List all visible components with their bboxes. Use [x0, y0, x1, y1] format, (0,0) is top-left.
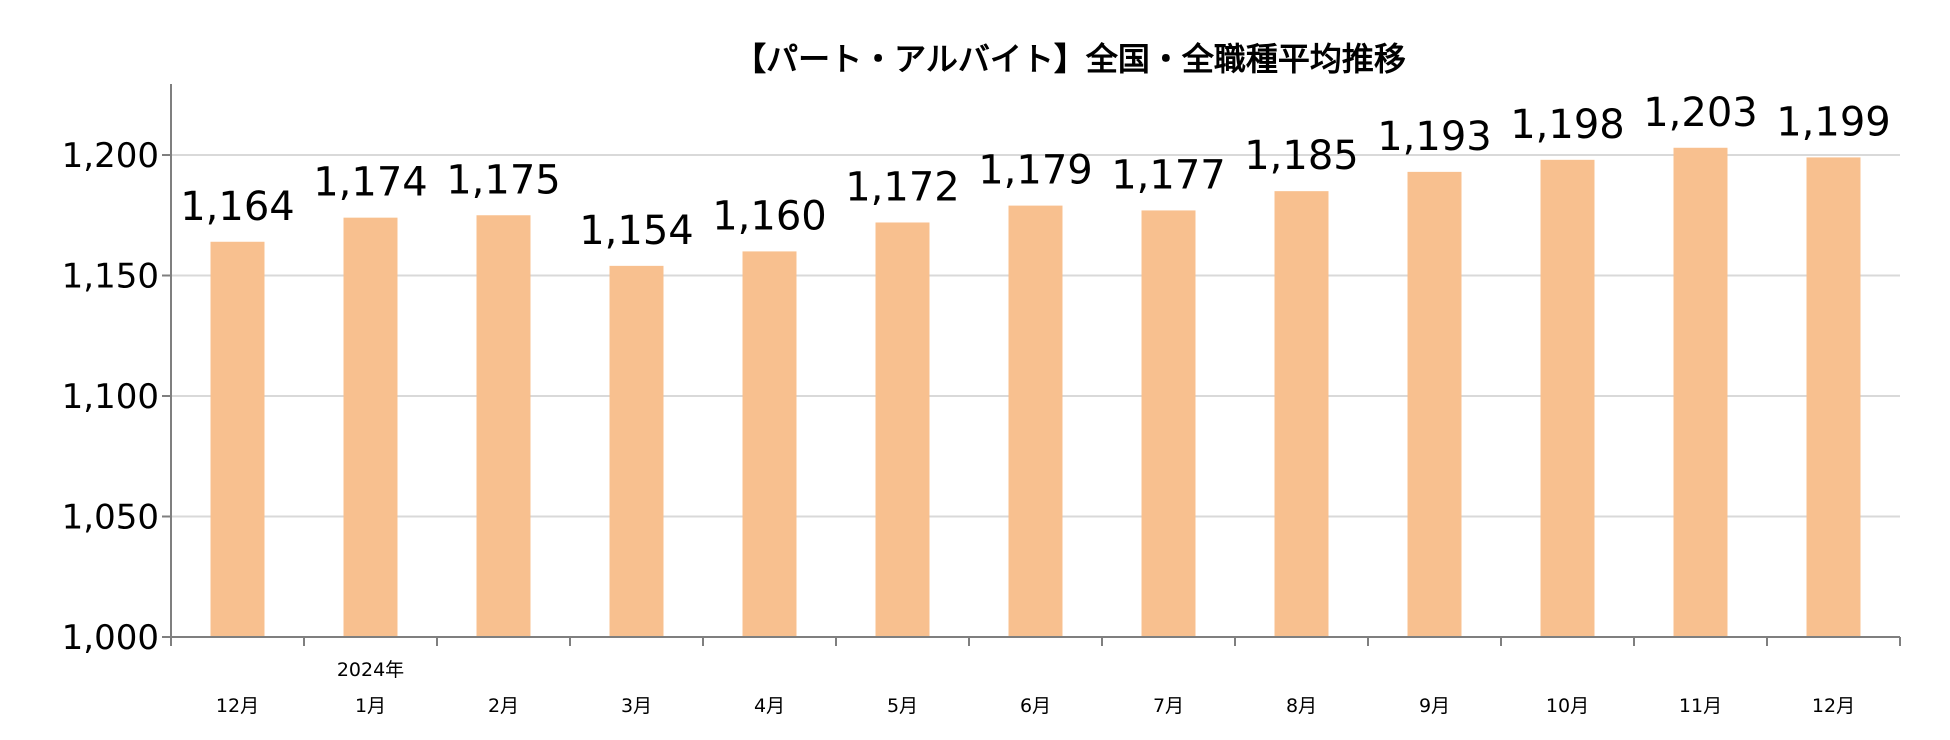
bar [1141, 210, 1196, 637]
bar [1274, 191, 1329, 637]
bar [343, 217, 398, 637]
x-tick-label: 12月 [1812, 695, 1855, 717]
x-tick-label: 7月 [1153, 695, 1184, 717]
data-label: 1,174 [313, 160, 428, 206]
bar-series [210, 147, 1861, 638]
x-tick-label: 11月 [1679, 695, 1722, 717]
x-axis-ticks: 12月 1月 2月 3月 4月 5月 6月 7月 8月 9月 10月 11月 12月 2024年 [216, 659, 1855, 717]
bar [210, 241, 265, 637]
x-tick-label: 9月 [1419, 695, 1450, 717]
y-tick-label: 1,050 [62, 498, 159, 538]
data-label: 1,177 [1111, 152, 1226, 198]
bar [1806, 157, 1861, 637]
data-label: 1,203 [1643, 90, 1758, 136]
x-tick-label: 3月 [621, 695, 652, 717]
axes [162, 84, 1901, 646]
bar [1407, 171, 1462, 637]
data-label: 1,154 [579, 208, 694, 254]
data-label: 1,164 [180, 184, 295, 230]
bar [875, 222, 930, 638]
y-tick-label: 1,200 [62, 136, 159, 176]
data-label: 1,193 [1377, 114, 1492, 160]
x-tick-label: 6月 [1020, 695, 1051, 717]
y-tick-label: 1,000 [62, 618, 159, 658]
bar [1540, 159, 1595, 637]
data-labels: 1,164 1,174 1,175 1,154 1,160 1,172 1,179 1,177… [180, 90, 1891, 254]
data-label: 1,160 [712, 193, 827, 239]
x-tick-label: 2月 [488, 695, 519, 717]
x-tick-label: 12月 [216, 695, 259, 717]
bar [1008, 205, 1063, 638]
chart-title: 【パート・アルバイト】全国・全職種平均推移 [734, 40, 1406, 78]
year-marker-label: 2024年 [337, 659, 404, 681]
y-tick-label: 1,150 [62, 257, 159, 297]
x-tick-label: 4月 [754, 695, 785, 717]
data-label: 1,199 [1776, 99, 1891, 145]
data-label: 1,175 [446, 157, 561, 203]
bar [609, 265, 664, 637]
data-label: 1,172 [845, 164, 960, 210]
data-label: 1,185 [1244, 133, 1359, 179]
bar [742, 251, 797, 637]
y-axis-ticks: 1,000 1,050 1,100 1,150 1,200 [62, 136, 159, 658]
data-label: 1,179 [978, 148, 1093, 194]
x-tick-label: 1月 [355, 695, 386, 717]
x-tick-label: 5月 [887, 695, 918, 717]
x-tick-label: 10月 [1546, 695, 1589, 717]
x-tick-label: 8月 [1286, 695, 1317, 717]
bar [476, 215, 531, 637]
data-label: 1,198 [1510, 102, 1625, 148]
bar [1673, 147, 1728, 637]
y-tick-label: 1,100 [62, 377, 159, 417]
